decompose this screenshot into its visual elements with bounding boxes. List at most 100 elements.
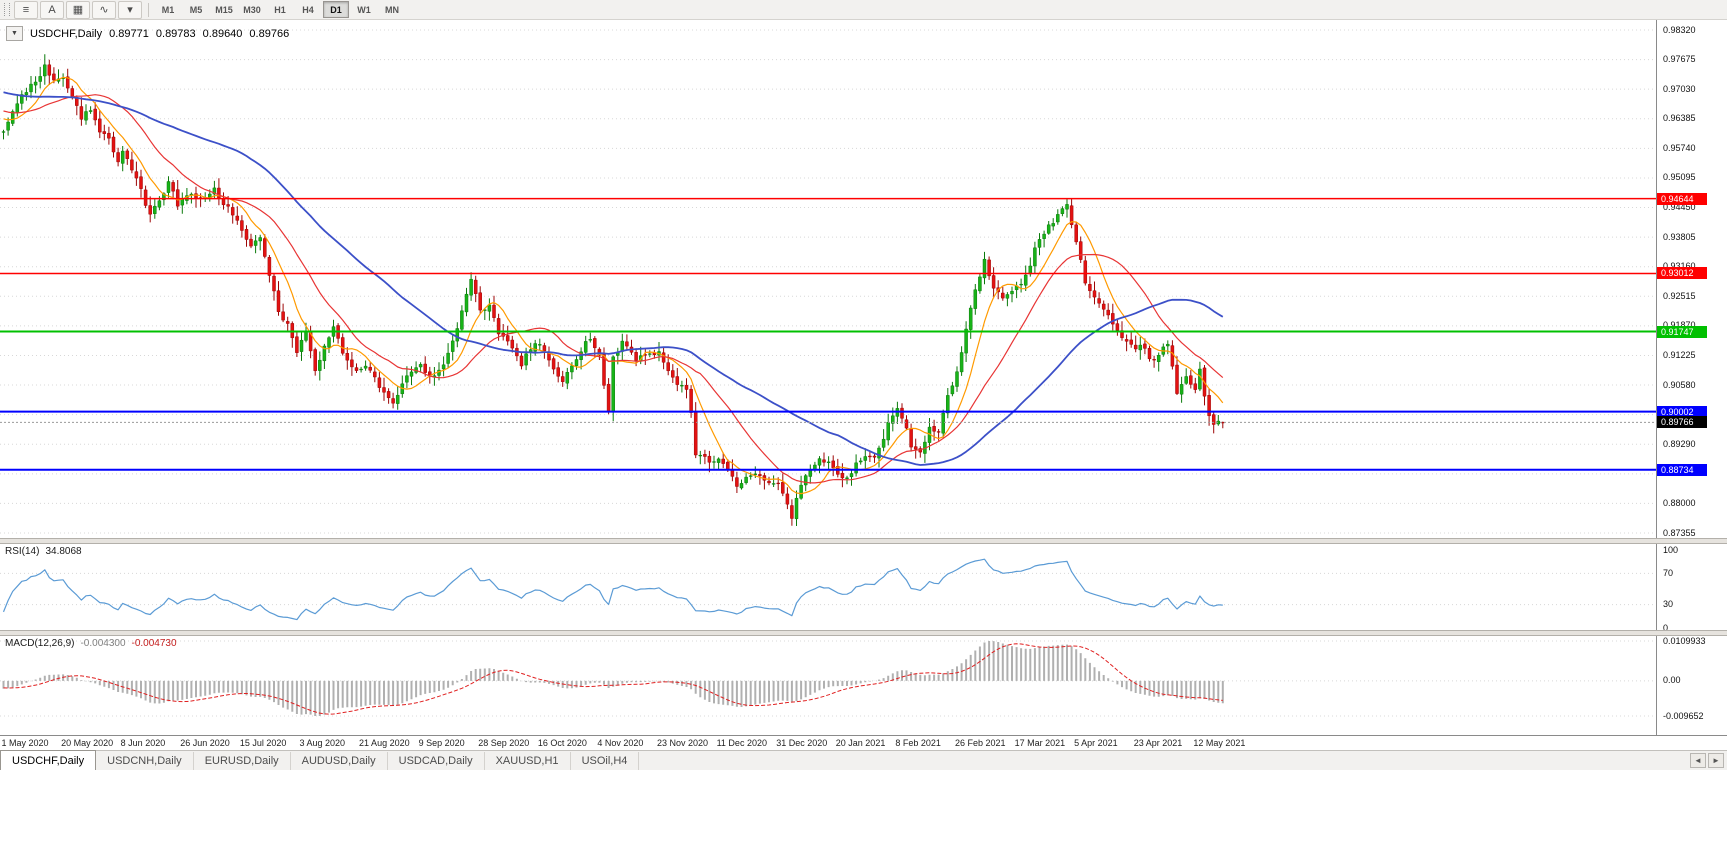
price-tick-label: 0.93160 (1663, 261, 1696, 272)
cursor-mode-icon[interactable]: A (40, 0, 64, 19)
macd-indicator-label: MACD(12,26,9) -0.004300 -0.004730 (5, 638, 177, 649)
quote-low: 0.89640 (202, 27, 243, 40)
indicators-icon[interactable]: ∿ (92, 0, 116, 19)
price-tick-label: 0.95740 (1663, 142, 1696, 153)
time-axis-label: 15 Jul 2020 (239, 738, 287, 748)
price-line-label: 0.91747 (1657, 325, 1707, 338)
timeframe-button-m30[interactable]: M30 (243, 4, 261, 15)
chart-tab-usdcad-daily[interactable]: USDCAD,Daily (388, 752, 485, 770)
rsi-name: RSI(14) (5, 546, 40, 557)
time-axis-label: 26 Jun 2020 (180, 738, 230, 748)
time-axis-label: 31 Dec 2020 (776, 738, 828, 748)
timeframe-button-d1[interactable]: D1 (323, 1, 349, 18)
tabs-scroll-right-button[interactable]: ► (1708, 753, 1724, 768)
chart-tabs: USDCHF,Daily USDCNH,Daily EURUSD,Daily AUDU… (0, 750, 640, 770)
time-axis-label: 9 Sep 2020 (418, 738, 465, 748)
timeframe-button-h4[interactable]: H4 (302, 4, 314, 15)
macd-indicator-panel[interactable]: MACD(12,26,9) -0.004300 -0.004730 (0, 636, 1727, 735)
chart-tab-audusd-daily[interactable]: AUDUSD,Daily (291, 752, 388, 770)
time-axis-label: 20 Jan 2021 (835, 738, 886, 748)
toolbar-icon-group: ≡ A ▦ ∿ ▾ (14, 0, 142, 19)
time-axis-label: 23 Apr 2021 (1133, 738, 1183, 748)
time-axis-label: 12 May 2021 (1193, 738, 1246, 748)
quote-open: 0.89771 (109, 27, 149, 40)
chart-tabs-bar: USDCHF,Daily USDCNH,Daily EURUSD,Daily AUDU… (0, 750, 1727, 770)
price-tick-label: 0.96385 (1663, 113, 1696, 124)
price-tick-label: 0.91225 (1663, 349, 1696, 360)
timeframe-toolbar: M1 M5 M15 M30 H1 H4 D1 W1 MN (155, 1, 405, 18)
price-tick-label: 0.89290 (1663, 438, 1696, 449)
price-tick-label: 0.90580 (1663, 379, 1696, 390)
chart-symbol-period: USDCHF,Daily (30, 27, 103, 40)
price-tick-label: 0.93805 (1663, 231, 1696, 242)
top-toolbar: ≡ A ▦ ∿ ▾ M1 M5 M15 M30 H1 H4 D1 W1 MN (0, 0, 1727, 20)
bid-price-label: 0.89766 (1657, 416, 1707, 429)
panel-splitter-1[interactable] (0, 538, 1727, 544)
chart-tab-xauusd-h1[interactable]: XAUUSD,H1 (485, 752, 571, 770)
price-tick-label: 0.95095 (1663, 172, 1696, 183)
time-axis-label: 16 Oct 2020 (537, 738, 587, 748)
macd-tick-label: -0.009652 (1663, 710, 1704, 721)
price-line-label: 0.94644 (1657, 192, 1707, 205)
time-axis-label: 20 May 2020 (61, 738, 114, 748)
timeframe-button-h1[interactable]: H1 (274, 4, 286, 15)
price-tick-label: 0.92515 (1663, 290, 1696, 301)
timeframe-button-mn[interactable]: MN (385, 4, 399, 15)
time-axis-label: 11 Dec 2020 (716, 738, 767, 748)
chart-tab-usoil-h4[interactable]: USOil,H4 (571, 752, 640, 770)
price-tick-label: 0.97030 (1663, 83, 1696, 94)
timeframe-button-w1[interactable]: W1 (357, 4, 371, 15)
price-chart-canvas[interactable] (0, 20, 1656, 538)
price-line-label: 0.90002 (1657, 405, 1707, 418)
time-axis-label: 4 Nov 2020 (597, 738, 644, 748)
chart-ohlc-readout: ▼ USDCHF,Daily 0.89771 0.89783 0.89640 0… (6, 26, 289, 41)
rsi-tick-label: 70 (1663, 567, 1674, 578)
time-axis-label: 8 Feb 2021 (895, 738, 941, 748)
chart-dropdown-button[interactable]: ▼ (6, 26, 23, 41)
time-axis-label: 1 May 2020 (1, 738, 49, 748)
chart-tab-usdchf-daily[interactable]: USDCHF,Daily (0, 750, 97, 770)
quote-high: 0.89783 (155, 27, 196, 40)
toolbar-grip[interactable] (4, 3, 10, 16)
price-tick-label: 0.97675 (1663, 54, 1696, 65)
toolbar-separator (148, 2, 149, 17)
time-axis-label: 26 Feb 2021 (954, 738, 1006, 748)
price-tick-label: 0.91870 (1663, 320, 1696, 331)
macd-signal-value: -0.004730 (131, 638, 177, 649)
panel-splitter-2[interactable] (0, 630, 1727, 636)
dropdown-caret-icon[interactable]: ▾ (118, 0, 142, 19)
timeframe-button-m1[interactable]: M1 (161, 4, 175, 15)
timeframe-button-m5[interactable]: M5 (189, 4, 203, 15)
price-line-label: 0.93012 (1657, 267, 1707, 280)
macd-tick-label: 0.00 (1663, 675, 1681, 686)
rsi-tick-label: 30 (1663, 599, 1674, 610)
windows-list-icon[interactable]: ≡ (14, 0, 38, 19)
price-tick-label: 0.98320 (1663, 24, 1696, 35)
price-tick-label: 0.94450 (1663, 202, 1696, 213)
tabs-scroll-arrows: ◄ ► (1690, 753, 1724, 768)
macd-main-value: -0.004300 (80, 638, 126, 649)
rsi-value: 34.8068 (45, 546, 82, 557)
time-axis-label: 28 Sep 2020 (478, 738, 530, 748)
chart-tab-usdcnh-daily[interactable]: USDCNH,Daily (96, 752, 194, 770)
rsi-indicator-panel[interactable]: RSI(14) 34.8068 (0, 544, 1727, 630)
tabs-scroll-left-button[interactable]: ◄ (1690, 753, 1706, 768)
rsi-tick-label: 0 (1663, 622, 1669, 633)
timeframe-button-m15[interactable]: M15 (215, 4, 233, 15)
chart-tab-eurusd-daily[interactable]: EURUSD,Daily (194, 752, 291, 770)
rsi-canvas[interactable] (0, 544, 1656, 630)
macd-canvas[interactable] (0, 636, 1656, 735)
quote-close: 0.89766 (249, 27, 290, 40)
new-chart-icon[interactable]: ▦ (66, 0, 90, 19)
price-scale[interactable]: 0.98320 0.97675 0.97030 0.96385 0.95740 0.950… (1656, 20, 1727, 735)
time-axis-label: 3 Aug 2020 (299, 738, 345, 748)
time-axis-label: 17 Mar 2021 (1014, 738, 1066, 748)
price-tick-label: 0.88000 (1663, 497, 1696, 508)
rsi-tick-label: 100 (1663, 544, 1679, 555)
macd-tick-label: 0.0109933 (1663, 635, 1706, 646)
price-tick-label: 0.87355 (1663, 527, 1696, 538)
time-scale[interactable]: 1 May 2020 20 May 2020 8 Jun 2020 26 Jun 20… (0, 735, 1727, 750)
macd-name: MACD(12,26,9) (5, 638, 75, 649)
main-chart-panel[interactable]: ▼ USDCHF,Daily 0.89771 0.89783 0.89640 0… (0, 20, 1727, 538)
